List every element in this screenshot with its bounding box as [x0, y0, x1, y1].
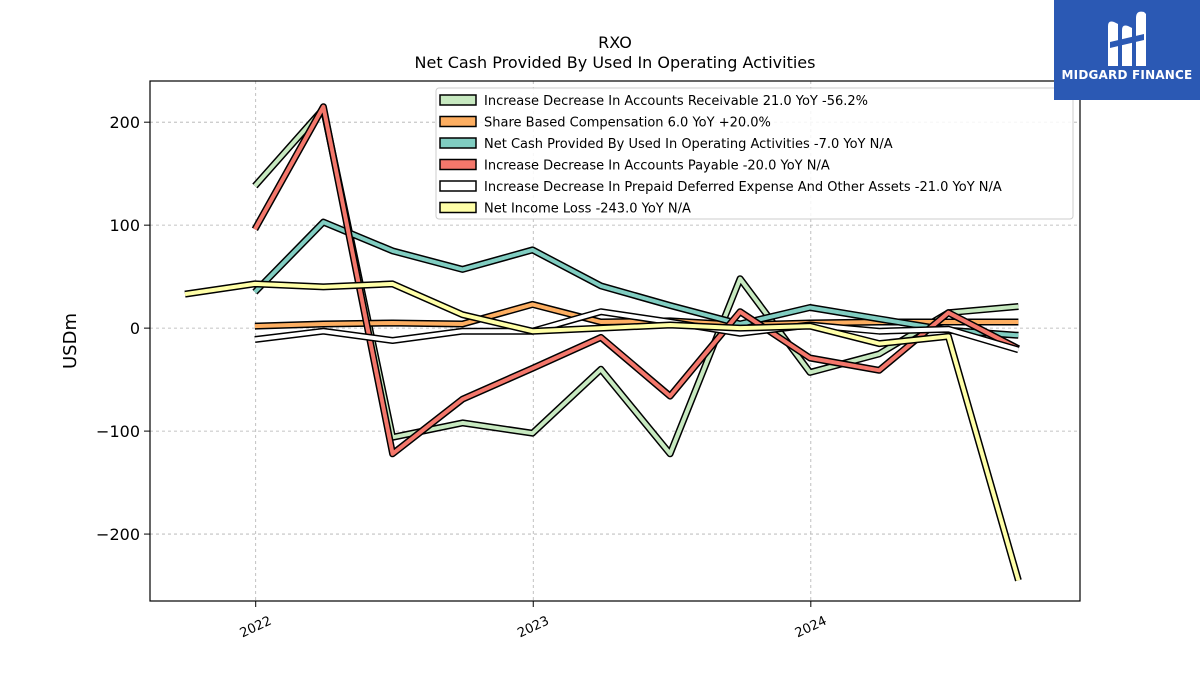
legend-swatch [439, 158, 477, 171]
plot-frame [149, 80, 1081, 602]
x-tick-label: 2023 [515, 614, 551, 642]
legend-swatch [439, 94, 477, 106]
legend-swatch [439, 180, 477, 192]
y-tick-label: −100 [96, 422, 140, 441]
brand-logo: MIDGARD FINANCE [1054, 0, 1200, 100]
series-2 [252, 218, 1019, 339]
y-tick-label: 0 [130, 319, 140, 338]
series-line [254, 309, 1019, 352]
x-tick-label: 2022 [238, 614, 274, 642]
brand-name: MIDGARD FINANCE [1061, 68, 1193, 82]
chart-title: RXO [598, 33, 632, 52]
legend-label: Increase Decrease In Accounts Payable -2… [484, 159, 830, 174]
midgard-logo-icon [1108, 11, 1146, 67]
series-5 [184, 280, 1022, 582]
y-axis-label: USDm [60, 313, 81, 369]
legend-label: Share Based Compensation 6.0 YoY +20.0% [484, 116, 771, 131]
series-group [184, 103, 1022, 582]
legend-label: Net Income Loss -243.0 YoY N/A [484, 202, 691, 217]
legend-swatch [439, 115, 477, 128]
y-tick-label: 200 [109, 113, 140, 132]
y-tick-label: 100 [109, 216, 140, 235]
y-tick-label: −200 [96, 525, 140, 544]
series-line [253, 104, 1020, 456]
series-line [253, 220, 1019, 338]
legend-swatch [439, 137, 477, 149]
series-4 [254, 308, 1020, 354]
series-3 [251, 103, 1021, 458]
legend-label: Increase Decrease In Prepaid Deferred Ex… [484, 180, 1002, 195]
legend-box [435, 87, 1074, 220]
legend-label: Net Cash Provided By Used In Operating A… [484, 137, 893, 152]
chart-subtitle: Net Cash Provided By Used In Operating A… [415, 53, 816, 72]
legend-swatch [439, 201, 477, 214]
x-tick-label: 2024 [793, 614, 829, 642]
legend: Increase Decrease In Accounts Receivable… [435, 87, 1074, 220]
series-line [184, 281, 1021, 581]
legend-label: Increase Decrease In Accounts Receivable… [484, 94, 868, 109]
